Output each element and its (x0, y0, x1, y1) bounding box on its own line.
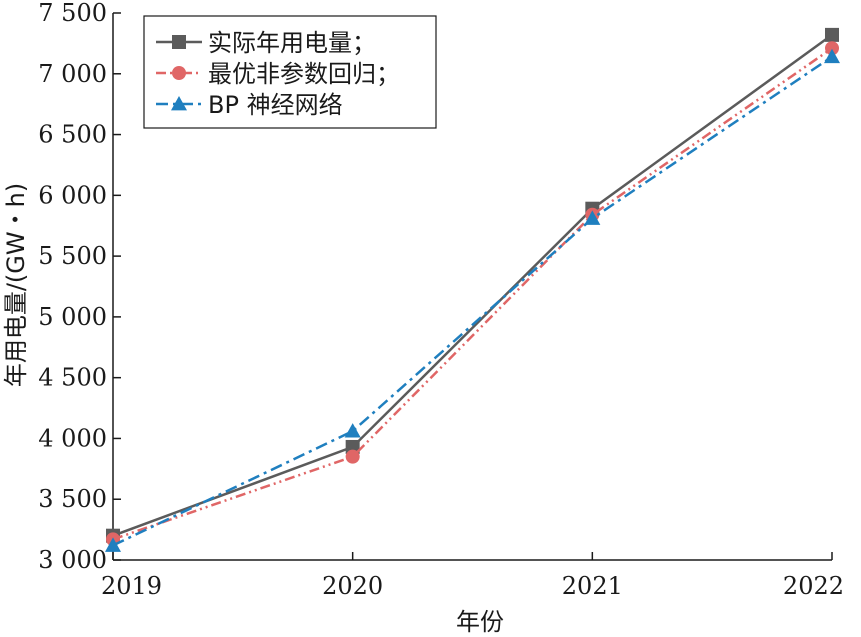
y-tick-label: 3 500 (38, 485, 107, 513)
data-point (824, 48, 840, 64)
y-tick-label: 7 500 (38, 0, 107, 27)
x-tick-label: 2021 (562, 572, 623, 600)
series-line (112, 47, 833, 541)
y-tick-label: 6 500 (38, 121, 107, 149)
series-line (112, 55, 833, 547)
y-tick-label: 4 500 (38, 364, 107, 392)
data-point (344, 423, 361, 438)
legend-marker (172, 35, 186, 49)
x-axis-title: 年份 (456, 608, 504, 636)
legend-marker (172, 66, 186, 80)
y-tick-label: 6 000 (38, 181, 107, 209)
data-point (825, 27, 839, 42)
data-point (345, 449, 360, 464)
legend-box (143, 15, 437, 129)
legend-marker (171, 96, 187, 111)
data-point (105, 537, 121, 552)
x-tick-label: 2022 (783, 572, 844, 600)
x-tick-label: 2020 (322, 572, 383, 600)
plot-axes (112, 13, 832, 561)
legend-label-nonparametric: 最优非参数回归； (208, 60, 400, 88)
x-tick-label: 2019 (101, 572, 162, 600)
data-point (345, 439, 360, 454)
data-point (825, 41, 839, 56)
y-tick-label: 5 500 (38, 242, 107, 270)
legend-label-bp: BP 神经网络 (208, 91, 343, 119)
series-layer (105, 27, 840, 552)
series-2 (105, 48, 840, 552)
x-ticks: 2019 2020 2021 2022 (101, 552, 844, 600)
data-point (584, 210, 601, 225)
y-axis-title: 年用电量/(GW・h) (2, 183, 30, 387)
y-tick-label: 3 000 (38, 546, 107, 574)
y-tick-label: 7 000 (38, 60, 107, 88)
legend-items (156, 35, 202, 111)
y-tick-label: 4 000 (38, 424, 107, 452)
series-line (112, 33, 833, 537)
legend-label-actual: 实际年用电量； (208, 29, 376, 57)
y-tick-label: 5 000 (38, 303, 107, 331)
y-ticks: 3 000 3 500 4 000 4 500 5 000 5 500 6 000 6 500… (38, 0, 121, 574)
legend: 实际年用电量； 最优非参数回归； BP 神经网络 (143, 15, 437, 129)
